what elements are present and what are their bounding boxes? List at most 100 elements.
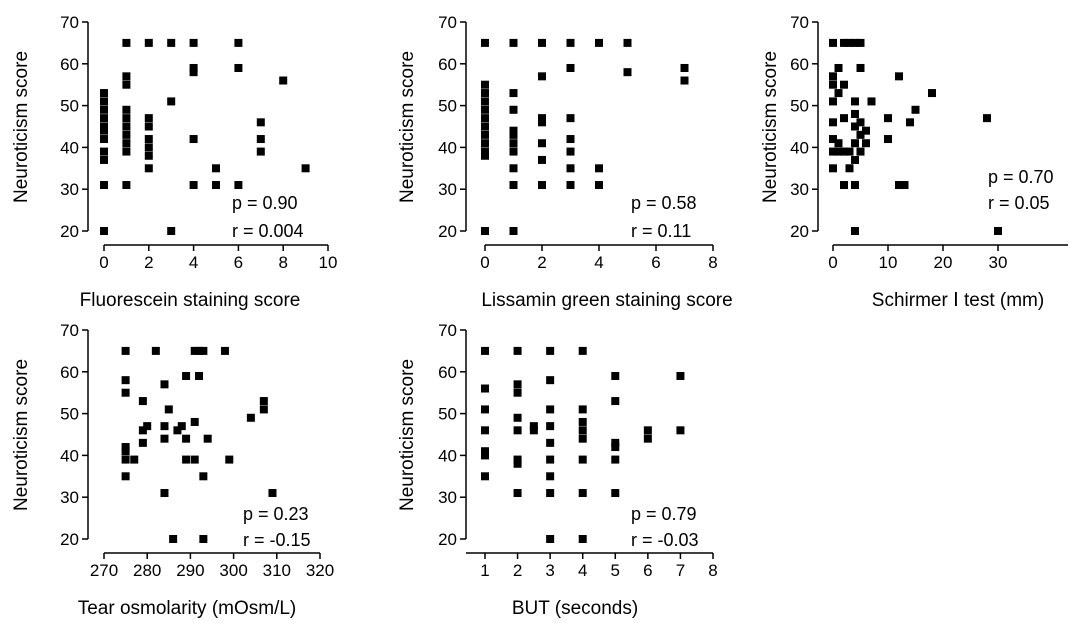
x-axis-label: Lissamin green staining score [481, 290, 732, 311]
data-point [164, 405, 173, 414]
data-point [546, 472, 555, 481]
data-point [199, 346, 208, 355]
y-tick-label: 50 [790, 97, 809, 116]
y-tick-label: 60 [438, 55, 457, 74]
data-point [122, 80, 131, 89]
data-point [840, 38, 848, 47]
y-tick-label: 40 [790, 138, 809, 157]
data-point [481, 405, 489, 414]
data-point [259, 405, 268, 414]
data-point [160, 380, 169, 389]
data-point [167, 97, 176, 106]
data-point [643, 434, 652, 443]
x-tick-label: 310 [263, 561, 291, 580]
data-point [578, 455, 587, 464]
data-point [234, 63, 243, 72]
x-tick-label: 4 [578, 561, 587, 580]
data-point [566, 38, 575, 47]
x-tick-label: 1 [480, 561, 489, 580]
data-point [994, 227, 1002, 235]
data-point [595, 164, 603, 173]
data-point [623, 68, 632, 77]
data-point [834, 139, 843, 148]
data-point [611, 455, 620, 464]
data-point [246, 413, 255, 422]
data-point [182, 455, 191, 464]
data-point [259, 397, 268, 406]
data-point [189, 181, 198, 190]
data-point [509, 89, 518, 98]
data-point [546, 489, 555, 498]
y-tick-label: 70 [60, 321, 79, 340]
y-tick-label: 30 [438, 180, 457, 199]
data-point [144, 164, 153, 173]
data-point [546, 346, 555, 355]
data-point [100, 155, 108, 164]
x-axis-label: Fluorescein staining score [80, 290, 301, 311]
data-point [983, 114, 991, 123]
data-point [538, 118, 546, 127]
data-point [143, 422, 152, 431]
data-point [481, 384, 489, 393]
data-point [122, 72, 131, 81]
x-tick-label: 5 [611, 561, 620, 580]
x-tick-label: 6 [651, 253, 660, 272]
data-point [481, 346, 489, 355]
data-point [481, 130, 489, 139]
y-axis-label: Neuroticism score [11, 359, 32, 511]
x-axis-label: BUT (seconds) [512, 598, 638, 619]
data-point [566, 114, 575, 123]
data-point [578, 426, 587, 435]
data-point [851, 227, 859, 235]
p-value-label: p = 0.70 [988, 167, 1054, 187]
data-point [840, 181, 848, 190]
data-point [481, 38, 489, 47]
data-point [676, 426, 685, 435]
data-point [190, 346, 199, 355]
data-point [595, 38, 603, 47]
data-point [151, 346, 160, 355]
data-point [851, 38, 859, 47]
data-point [138, 397, 147, 406]
x-axis-label: Tear osmolarity (mOsm/L) [78, 598, 297, 619]
data-point [138, 438, 147, 447]
data-point [578, 346, 587, 355]
data-point [100, 97, 108, 106]
y-tick-label: 20 [438, 530, 457, 549]
y-tick-label: 50 [60, 97, 79, 116]
data-point [481, 97, 489, 106]
data-point [481, 426, 489, 435]
data-point [195, 371, 204, 380]
data-point [122, 130, 131, 139]
data-point [144, 114, 153, 123]
data-point [481, 89, 489, 98]
x-tick-label: 8 [708, 253, 717, 272]
y-tick-label: 60 [60, 363, 79, 382]
data-point [130, 455, 139, 464]
y-tick-label: 20 [438, 222, 457, 241]
data-point [578, 417, 587, 426]
panel-schirmer: 20 30 40 50 60 70 0 10 20 30 Schirmer Ⅰ test (mm) N… [760, 13, 1068, 311]
data-point [509, 181, 518, 190]
data-point [895, 181, 903, 190]
data-point [509, 126, 518, 135]
data-point [513, 455, 522, 464]
data-point [851, 122, 859, 131]
data-point [513, 459, 522, 468]
data-point [566, 181, 575, 190]
data-point [100, 147, 108, 156]
data-point [481, 80, 489, 89]
x-tick-label: 2 [144, 253, 153, 272]
y-tick-label: 40 [60, 138, 79, 157]
x-tick-label: 7 [676, 561, 685, 580]
data-point [100, 181, 108, 190]
data-point [256, 118, 265, 127]
data-point [680, 63, 689, 72]
y-tick-label: 30 [790, 180, 809, 199]
data-point [513, 426, 522, 435]
x-tick-label: 320 [306, 561, 334, 580]
data-point [279, 76, 288, 85]
data-point [190, 417, 199, 426]
data-point [189, 38, 198, 47]
data-point [856, 63, 865, 72]
